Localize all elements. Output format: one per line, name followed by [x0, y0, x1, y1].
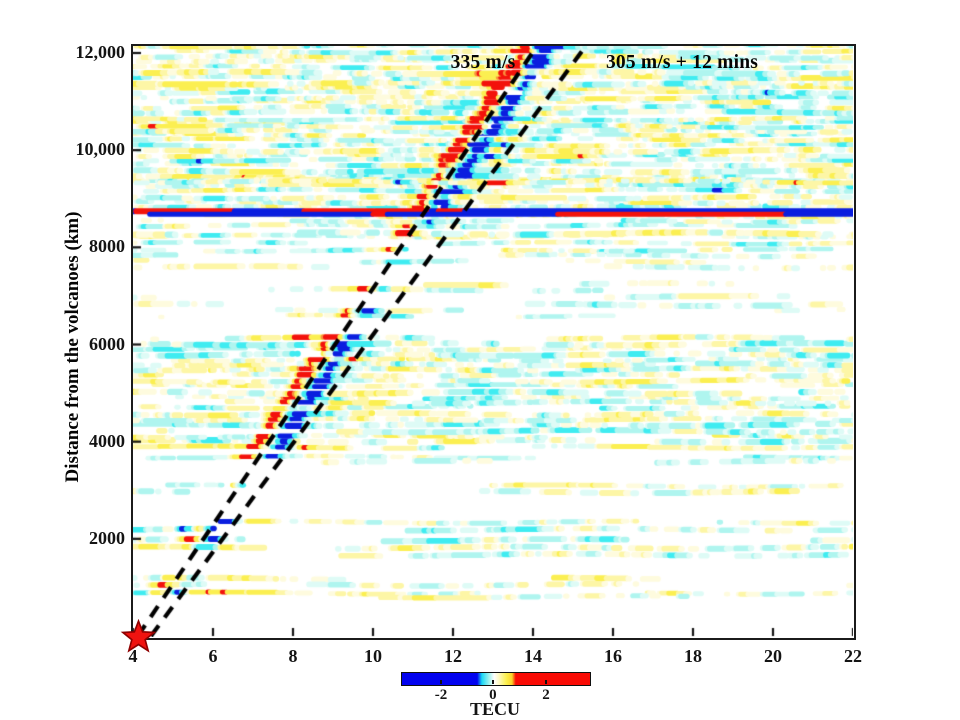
tec-heatmap-canvas — [132, 45, 853, 637]
y-tick-label: 2000 — [89, 527, 125, 548]
colorbar — [401, 672, 591, 686]
y-tick-label: 8000 — [89, 236, 125, 257]
plot-frame — [130, 43, 856, 640]
colorbar-tick-label: -2 — [434, 687, 448, 703]
colorbar-notch — [544, 680, 547, 684]
colorbar-tick-label: 2 — [542, 687, 550, 703]
x-tick-label: 18 — [684, 646, 702, 666]
wavefront-label-305ms: 305 m/s + 12 mins — [605, 52, 759, 73]
colorbar-title: TECU — [469, 699, 521, 719]
x-tick-label: 14 — [524, 646, 542, 666]
y-tick-label: 4000 — [89, 430, 125, 451]
x-tick-label: 16 — [604, 646, 622, 666]
x-tick-label: 4 — [128, 646, 138, 666]
x-tick-label: 6 — [208, 646, 218, 666]
colorbar-tick-label: 0 — [489, 687, 497, 703]
y-tick-label: 12,000 — [75, 42, 126, 62]
x-tick-label: 8 — [288, 646, 298, 666]
colorbar-notch — [440, 680, 443, 684]
x-tick-label: 22 — [844, 646, 862, 666]
x-tick-label: 20 — [764, 646, 782, 666]
x-tick-label: 12 — [444, 646, 462, 666]
colorbar-notch — [491, 680, 494, 684]
eruption-star-icon — [120, 619, 157, 653]
x-tick-label: 10 — [364, 646, 382, 666]
y-tick-label: 6000 — [89, 333, 125, 354]
wavefront-label-335ms: 335 m/s — [450, 52, 516, 73]
y-tick-label: 10,000 — [75, 139, 126, 160]
